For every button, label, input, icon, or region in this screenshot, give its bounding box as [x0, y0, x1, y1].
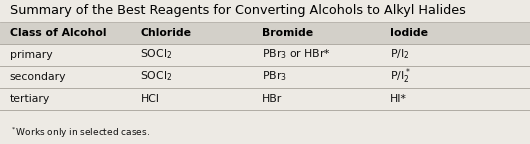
Text: Class of Alcohol: Class of Alcohol	[10, 28, 106, 37]
Text: primary: primary	[10, 50, 52, 59]
Text: HCl: HCl	[140, 93, 160, 104]
Text: Summary of the Best Reagents for Converting Alcohols to Alkyl Halides: Summary of the Best Reagents for Convert…	[10, 4, 465, 17]
Text: Chloride: Chloride	[140, 28, 191, 37]
Bar	[0, 66, 530, 88]
Text: P/I$_2$: P/I$_2$	[390, 48, 409, 61]
Text: secondary: secondary	[10, 72, 66, 82]
Bar	[0, 21, 530, 43]
Text: SOCl$_2$: SOCl$_2$	[140, 70, 173, 83]
Text: SOCl$_2$: SOCl$_2$	[140, 48, 173, 61]
Text: $^*$Works only in selected cases.: $^*$Works only in selected cases.	[10, 125, 149, 140]
Text: tertiary: tertiary	[10, 93, 50, 104]
Text: Iodide: Iodide	[390, 28, 428, 37]
Text: PBr$_3$ or HBr*: PBr$_3$ or HBr*	[262, 48, 331, 61]
Text: Bromide: Bromide	[262, 28, 313, 37]
Text: P/I$_2^*$: P/I$_2^*$	[390, 67, 410, 86]
Text: HI*: HI*	[390, 93, 407, 104]
Text: PBr$_3$: PBr$_3$	[262, 70, 287, 83]
Bar	[0, 88, 530, 109]
Text: HBr: HBr	[262, 93, 282, 104]
Bar	[0, 43, 530, 66]
